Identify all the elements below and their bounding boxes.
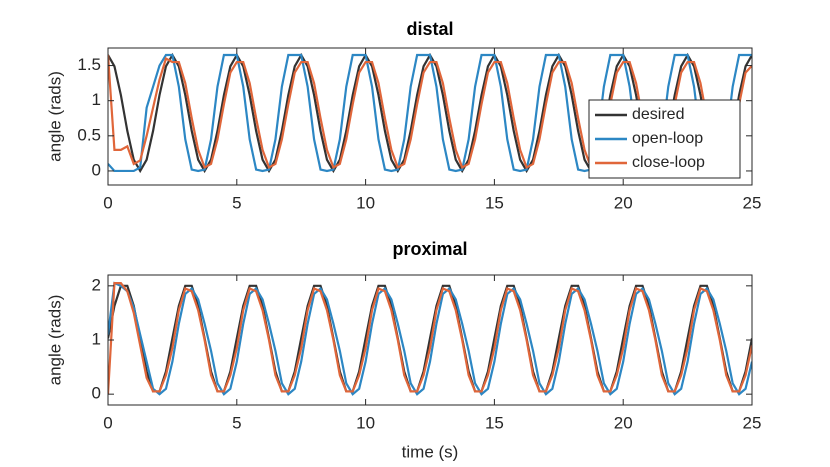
x-tick-label: 5 [232, 413, 241, 432]
y-tick-label: 0.5 [77, 125, 101, 144]
x-tick-label: 0 [103, 413, 112, 432]
legend-label: desired [632, 106, 684, 123]
x-tick-label: 20 [614, 413, 633, 432]
y-tick-label: 0 [92, 384, 101, 403]
x-tick-label: 15 [485, 413, 504, 432]
axes-box [107, 47, 753, 186]
chart-title: distal [406, 19, 453, 39]
y-axis-label: angle (rads) [45, 71, 64, 162]
y-tick-label: 0 [92, 160, 101, 179]
y-tick-label: 2 [92, 275, 101, 294]
legend-label: open-loop [632, 130, 703, 147]
y-tick-label: 1 [92, 329, 101, 348]
x-tick-label: 0 [103, 193, 112, 212]
y-tick-label: 1 [92, 90, 101, 109]
line-series [108, 282, 752, 395]
x-tick-label: 20 [614, 193, 633, 212]
plot-area [108, 281, 752, 396]
y-tick-label: 1.5 [77, 55, 101, 74]
x-tick-label: 25 [743, 413, 762, 432]
y-axis-label: angle (rads) [45, 295, 64, 386]
legend-label: close-loop [632, 154, 705, 171]
x-tick-label: 10 [356, 193, 375, 212]
x-tick-label: 5 [232, 193, 241, 212]
x-axis-label: time (s) [402, 442, 459, 461]
line-series [108, 281, 752, 396]
x-tick-label: 10 [356, 413, 375, 432]
x-tick-label: 25 [743, 193, 762, 212]
x-tick-label: 15 [485, 193, 504, 212]
chart-title: proximal [392, 239, 467, 259]
